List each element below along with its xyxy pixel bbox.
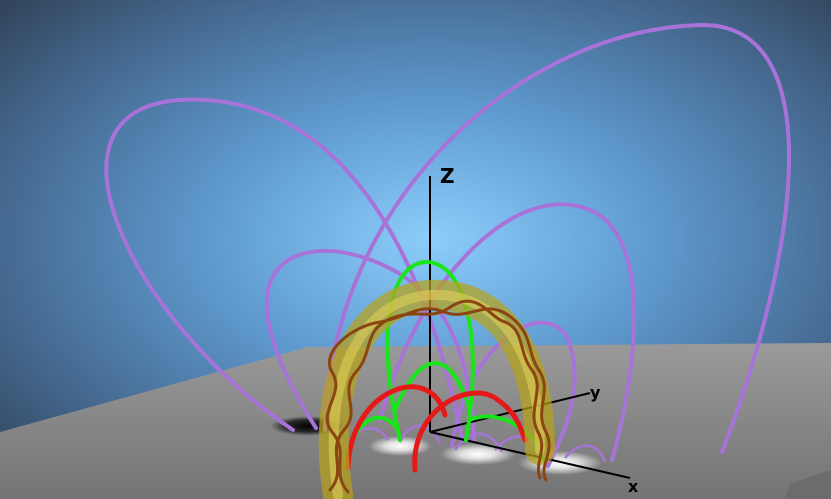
twisted-strands: [325, 299, 551, 494]
y-axis-label: y: [590, 383, 601, 402]
arcade-5: [564, 444, 607, 463]
x-axis-label: x: [628, 477, 639, 496]
surface-edge: [785, 470, 831, 499]
field-line-mid-left: [264, 248, 476, 442]
flux-rope: [318, 279, 555, 499]
green-loop-top: [385, 259, 475, 442]
field-line-inner-right: [450, 320, 577, 468]
field-line-outer-left: [104, 97, 464, 440]
arcade-2: [398, 424, 442, 445]
overlying-field-lines: [104, 22, 791, 468]
field-line-outer-right: [323, 22, 791, 454]
flux-rope-highlight: [328, 289, 545, 499]
twisted-strand-2: [325, 307, 551, 494]
twisted-strand-1: [328, 299, 544, 492]
red-loops: [345, 384, 528, 473]
red-loop-right: [412, 390, 528, 473]
z-axis-label: Z: [440, 164, 455, 188]
photosphere-surface: [0, 343, 831, 499]
green-loop-inner: [393, 361, 472, 412]
red-loop-left: [345, 384, 448, 471]
